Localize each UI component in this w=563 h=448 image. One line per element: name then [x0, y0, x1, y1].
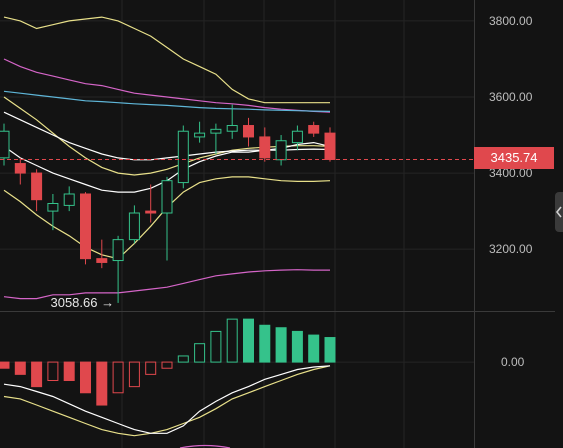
- candle-12: [194, 121, 206, 143]
- candle-body-7: [112, 239, 124, 262]
- candle-3: [47, 193, 59, 231]
- candle-body-13: [210, 128, 222, 134]
- candle-body-2: [31, 172, 43, 201]
- macd-bar-13: [210, 330, 222, 363]
- candle-body-8: [128, 212, 140, 241]
- candle-body-10: [161, 180, 173, 214]
- macd-bar-18: [291, 330, 303, 363]
- macd-bar-9: [145, 361, 157, 375]
- macd-bar-16: [259, 324, 271, 363]
- price-indicator-line-2: [3, 58, 331, 113]
- candle-body-16: [259, 136, 271, 159]
- sidebar-toggle[interactable]: [555, 192, 563, 232]
- lower-panel-line: [179, 444, 231, 448]
- candle-7: [112, 235, 124, 303]
- macd-bar-14: [226, 318, 238, 363]
- candle-10: [161, 176, 173, 261]
- candle-4: [63, 186, 75, 212]
- macd-bar-1: [14, 361, 26, 375]
- candle-body-14: [226, 125, 238, 132]
- macd-bar-10: [161, 361, 173, 369]
- price-indicator-line-4: [3, 90, 331, 112]
- candle-8: [128, 205, 140, 244]
- macd-bar-6: [96, 361, 108, 406]
- candle-body-4: [63, 193, 75, 206]
- candle-body-20: [324, 132, 336, 160]
- macd-bar-12: [194, 343, 206, 363]
- price-indicator-line-0: [3, 16, 330, 104]
- macd-bar-5: [80, 361, 91, 394]
- candle-body-18: [291, 130, 303, 144]
- chevron-left-icon: [555, 206, 562, 218]
- macd-line-1: [3, 365, 331, 434]
- candle-17: [275, 135, 287, 166]
- candle-0: [0, 123, 10, 166]
- macd-bar-19: [308, 334, 320, 363]
- candle-15: [243, 117, 254, 147]
- candle-18: [291, 125, 303, 151]
- candle-2: [31, 169, 43, 212]
- candle-body-6: [96, 258, 108, 263]
- candle-body-15: [243, 125, 254, 138]
- candle-body-9: [145, 210, 157, 214]
- macd-bar-7: [112, 361, 124, 394]
- macd-line-0: [3, 365, 331, 437]
- candle-body-11: [177, 130, 189, 184]
- candle-20: [324, 127, 336, 162]
- candle-body-12: [194, 132, 206, 138]
- y-tick-label-1: 3600.00: [489, 90, 533, 104]
- macd-bar-3: [47, 361, 59, 382]
- y-tick-label-3: 3200.00: [489, 242, 533, 256]
- candle-body-0: [0, 130, 10, 159]
- y-tick-label-2: 3400.00: [489, 166, 533, 180]
- candle-6: [96, 239, 108, 269]
- candle-body-17: [275, 140, 287, 161]
- min-price-label: 3058.66 →: [50, 295, 114, 310]
- candle-11: [177, 125, 189, 189]
- candle-16: [259, 127, 271, 162]
- candle-5: [80, 192, 91, 265]
- candle-14: [226, 104, 238, 139]
- macd-zero-label: 0.00: [501, 355, 525, 369]
- candle-13: [210, 123, 222, 155]
- macd-bar-4: [63, 361, 75, 382]
- macd-bar-8: [128, 361, 140, 388]
- candle-1: [14, 157, 26, 185]
- candle-9: [145, 184, 157, 223]
- macd-bar-11: [177, 355, 189, 363]
- macd-bar-17: [275, 327, 287, 363]
- macd-bar-15: [243, 318, 254, 363]
- macd-bar-2: [31, 361, 43, 388]
- price-indicator-line-3: [3, 269, 330, 300]
- candle-body-3: [47, 202, 59, 212]
- macd-bar-0: [0, 361, 10, 369]
- candle-body-1: [14, 163, 26, 174]
- candle-19: [308, 121, 320, 137]
- y-tick-label-0: 3800.00: [489, 14, 533, 28]
- macd-bar-20: [324, 337, 336, 363]
- current-price-tag: 3435.74: [474, 147, 554, 169]
- candle-body-5: [80, 193, 91, 260]
- candle-body-19: [308, 125, 320, 134]
